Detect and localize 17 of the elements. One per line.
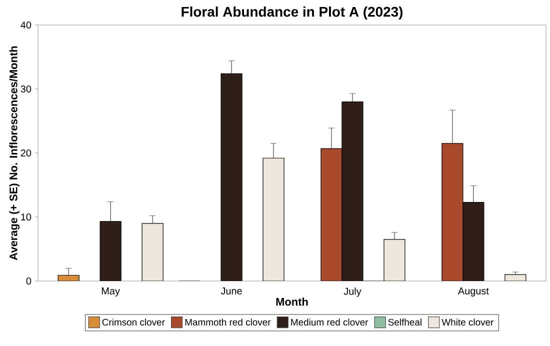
legend-label: White clover [442,318,494,326]
y-tick-label: 0 [26,277,32,285]
y-tick-label: 40 [20,21,32,29]
legend-label: Mammoth red clover [185,318,271,326]
x-axis-title: Month [276,298,308,306]
x-tick-label: August [458,288,489,296]
chart-title: Floral Abundance in Plot A (2023) [182,6,403,20]
x-tick-label: July [344,288,362,297]
y-tick-label: 30 [20,85,32,93]
y-tick-label: 20 [20,149,32,157]
x-tick-label: May [102,288,120,296]
legend-label: Medium red clover [291,318,368,326]
x-tick-label: June [220,288,242,294]
y-axis-title: Average (+ SE) No. Inflorescences/Month [9,46,20,260]
legend-label: Crimson clover [102,318,165,326]
legend-label: Selfheal [388,318,422,326]
y-tick-label: 10 [21,213,32,221]
